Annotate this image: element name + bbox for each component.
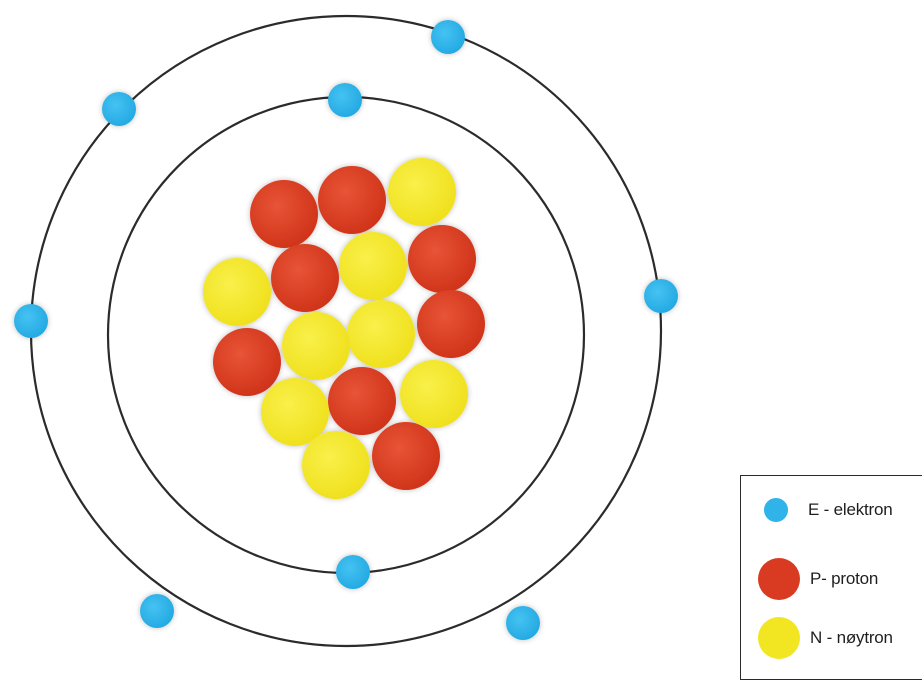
proton — [250, 180, 318, 248]
nucleus — [203, 158, 485, 499]
electron-swatch-icon — [764, 498, 788, 522]
electron — [328, 83, 362, 117]
proton — [417, 290, 485, 358]
electron — [102, 92, 136, 126]
electron — [644, 279, 678, 313]
legend-item-proton: P- proton — [758, 558, 878, 600]
proton-swatch-icon — [758, 558, 800, 600]
legend-item-electron: E - elektron — [764, 498, 893, 522]
legend-label-neutron: N - nøytron — [810, 628, 893, 647]
electrons — [14, 20, 678, 640]
legend-label-electron: E - elektron — [808, 500, 893, 519]
neutron-swatch-icon — [758, 617, 800, 659]
neutron — [261, 378, 329, 446]
neutron — [339, 232, 407, 300]
proton — [328, 367, 396, 435]
proton — [372, 422, 440, 490]
electron — [506, 606, 540, 640]
neutron — [282, 312, 350, 380]
proton — [213, 328, 281, 396]
neutron — [400, 360, 468, 428]
electron — [140, 594, 174, 628]
neutron — [347, 300, 415, 368]
neutron — [203, 258, 271, 326]
legend-item-neutron: N - nøytron — [758, 617, 893, 659]
neutron — [388, 158, 456, 226]
electron — [14, 304, 48, 338]
proton — [318, 166, 386, 234]
electron — [336, 555, 370, 589]
proton — [408, 225, 476, 293]
proton — [271, 244, 339, 312]
legend-label-proton: P- proton — [810, 569, 879, 588]
legend: E - elektron P- proton N - nøytron — [740, 475, 922, 680]
neutron — [302, 431, 370, 499]
electron — [431, 20, 465, 54]
